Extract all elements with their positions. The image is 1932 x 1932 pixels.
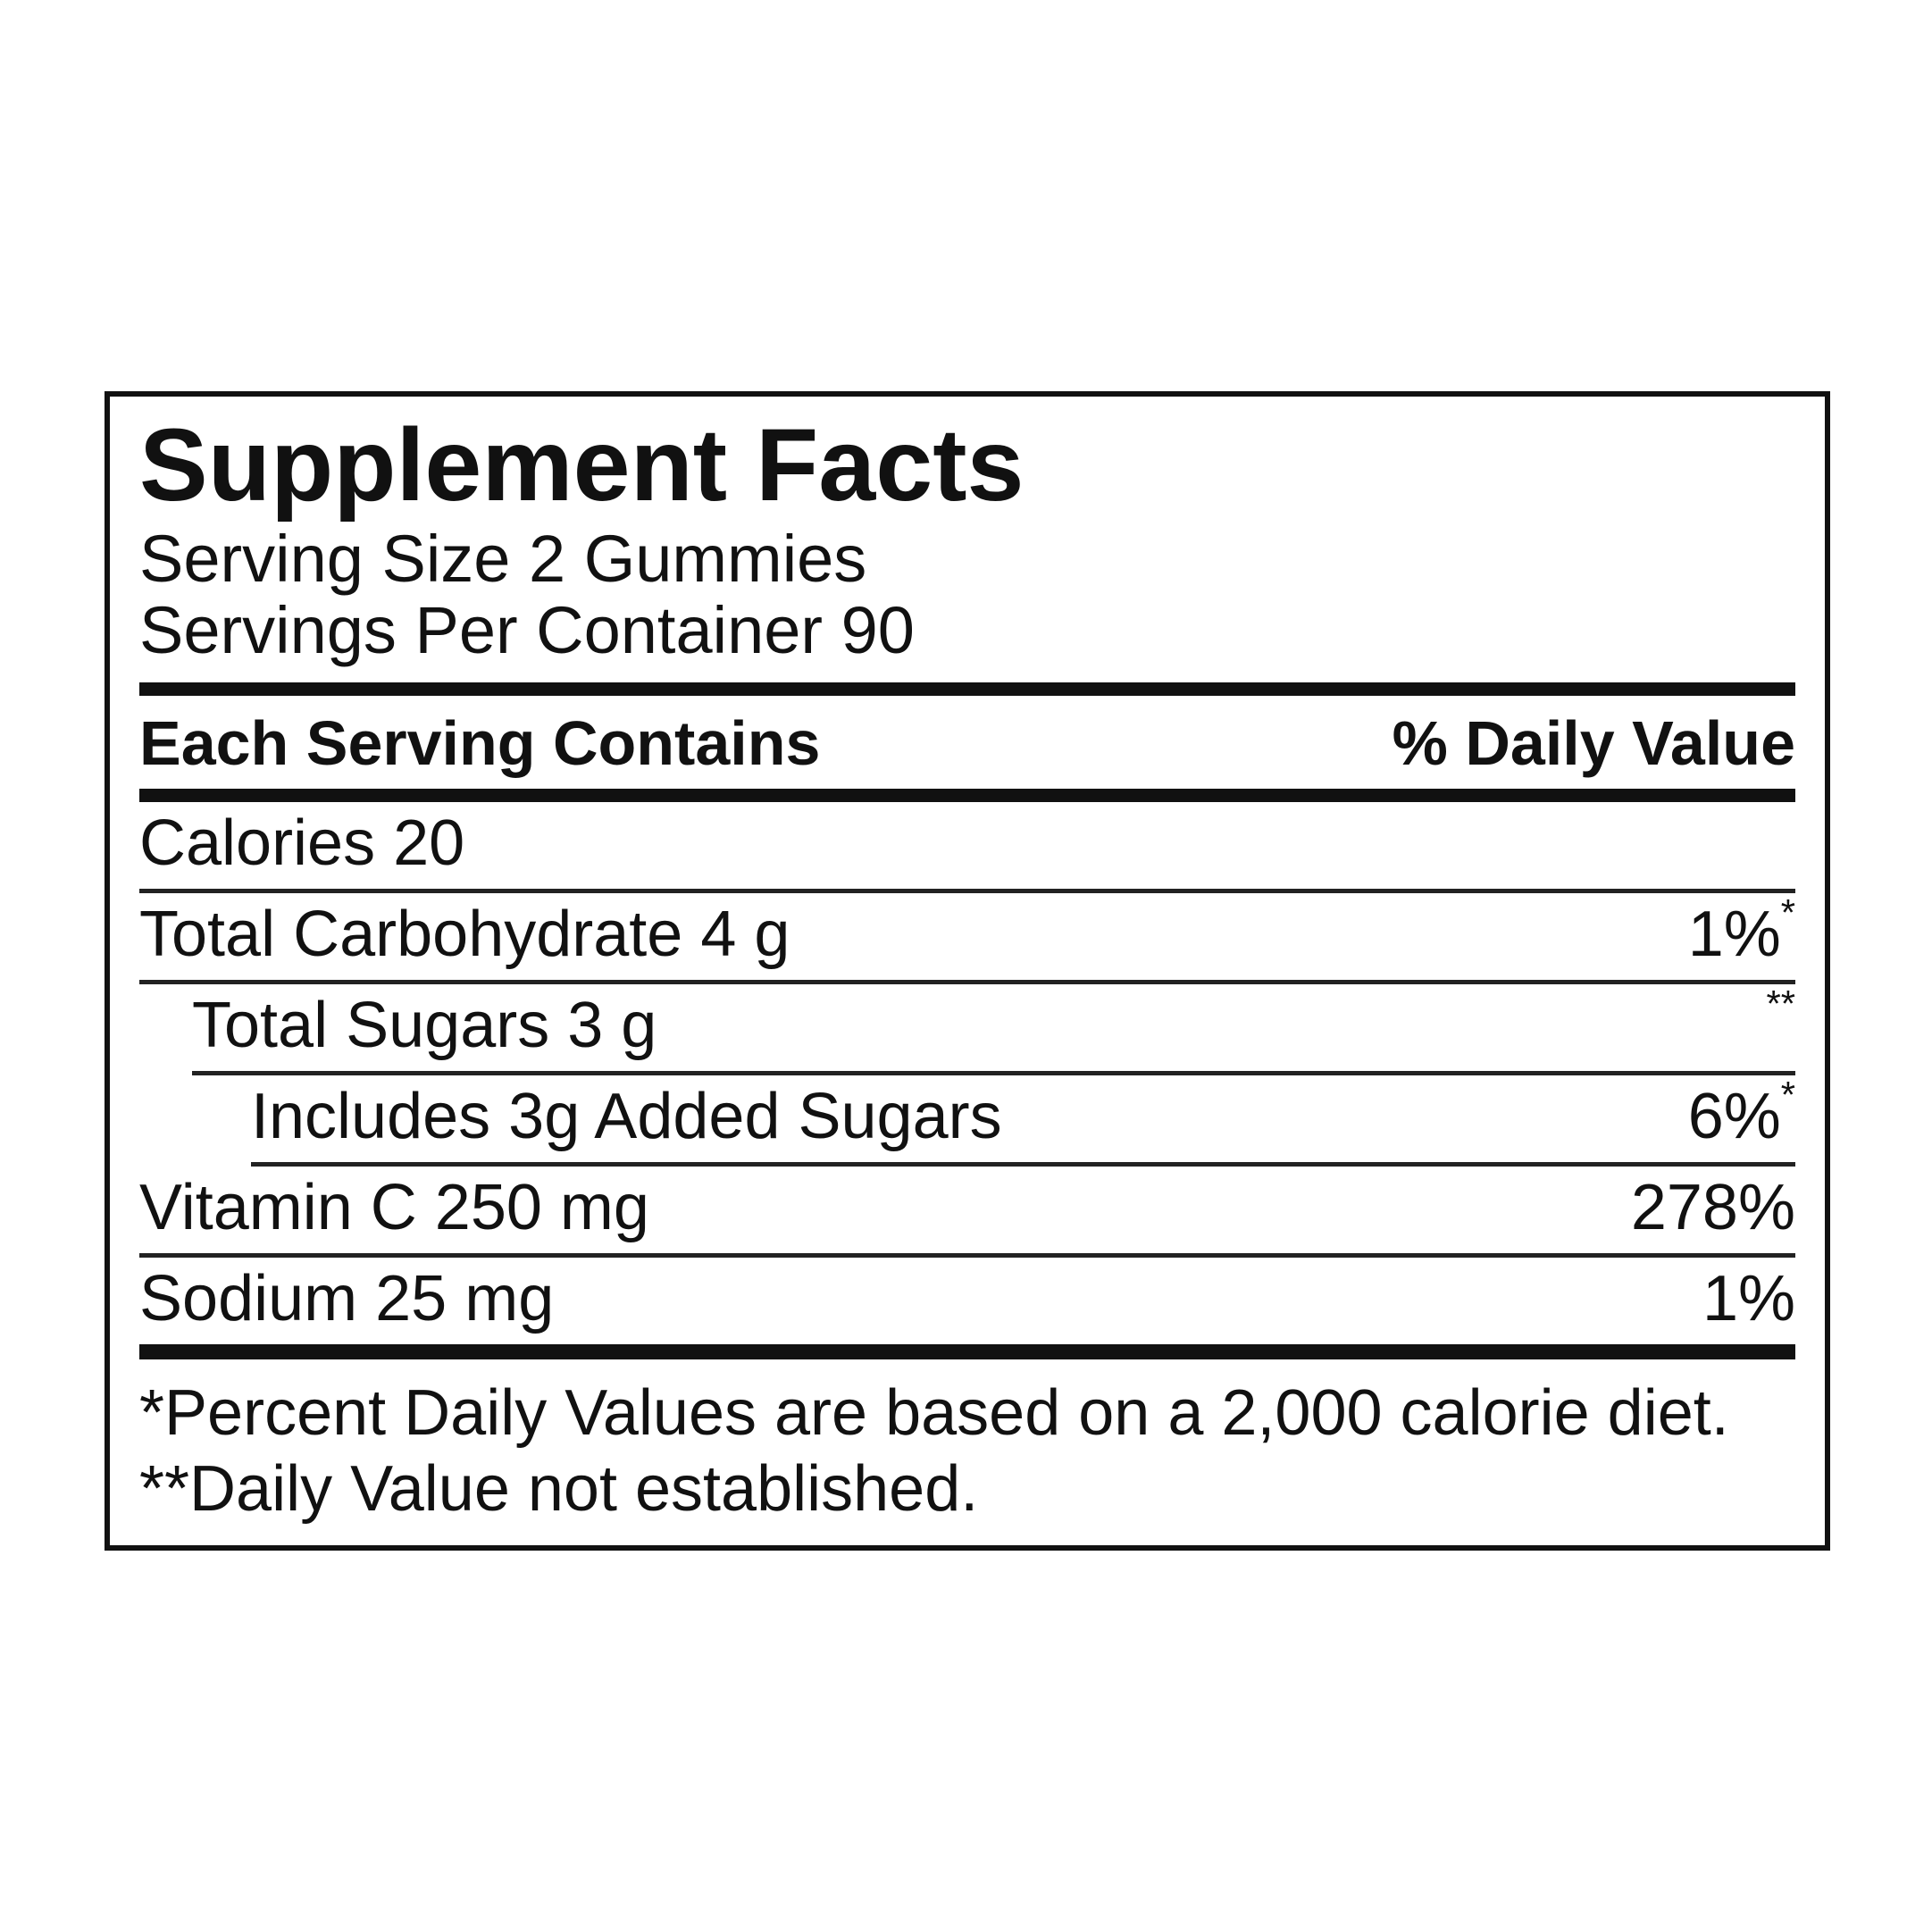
nutrient-row-added-sugars: Includes 3g Added Sugars 6%* <box>251 1075 1795 1167</box>
nutrient-value: 278% <box>1630 1172 1795 1243</box>
nutrient-name: Vitamin C 250 mg <box>139 1172 649 1243</box>
thick-divider-header <box>139 789 1795 802</box>
servings-per-container-text: Servings Per Container 90 <box>139 593 915 667</box>
nutrient-value: ** <box>1766 983 1796 1025</box>
table-header-row: Each Serving Contains % Daily Value <box>139 696 1795 789</box>
thick-divider-top <box>139 682 1795 696</box>
footnotes: *Percent Daily Values are based on a 2,0… <box>139 1359 1795 1527</box>
nutrient-value: 1% <box>1702 1263 1795 1334</box>
supplement-facts-panel: Supplement Facts Serving Size 2 Gummies … <box>105 391 1830 1551</box>
nutrient-value: 6%* <box>1687 1074 1795 1152</box>
nutrient-name: Total Carbohydrate 4 g <box>139 899 790 970</box>
header-each-serving-contains: Each Serving Contains <box>139 708 821 778</box>
serving-size-text: Serving Size 2 Gummies <box>139 522 867 596</box>
nutrient-name: Includes 3g Added Sugars <box>251 1081 1002 1152</box>
nutrient-row-total-sugars: Total Sugars 3 g ** <box>192 984 1795 1075</box>
thick-divider-bottom <box>139 1344 1795 1359</box>
nutrient-row-vitamin-c: Vitamin C 250 mg 278% <box>139 1167 1795 1258</box>
panel-title: Supplement Facts <box>139 408 1025 523</box>
header-percent-daily-value: % Daily Value <box>1392 708 1795 778</box>
footnote-daily-value-not-established: **Daily Value not established. <box>139 1453 979 1525</box>
nutrient-name: Total Sugars 3 g <box>192 990 657 1061</box>
nutrient-row-total-carbohydrate: Total Carbohydrate 4 g 1%* <box>139 893 1795 984</box>
nutrient-row-calories: Calories 20 <box>139 802 1795 893</box>
footnote-percent-daily-values: *Percent Daily Values are based on a 2,0… <box>139 1377 1729 1449</box>
nutrient-value: 1%* <box>1687 891 1795 970</box>
nutrient-name: Sodium 25 mg <box>139 1263 555 1334</box>
nutrient-row-sodium: Sodium 25 mg 1% <box>139 1258 1795 1344</box>
nutrient-name: Calories 20 <box>139 807 465 879</box>
